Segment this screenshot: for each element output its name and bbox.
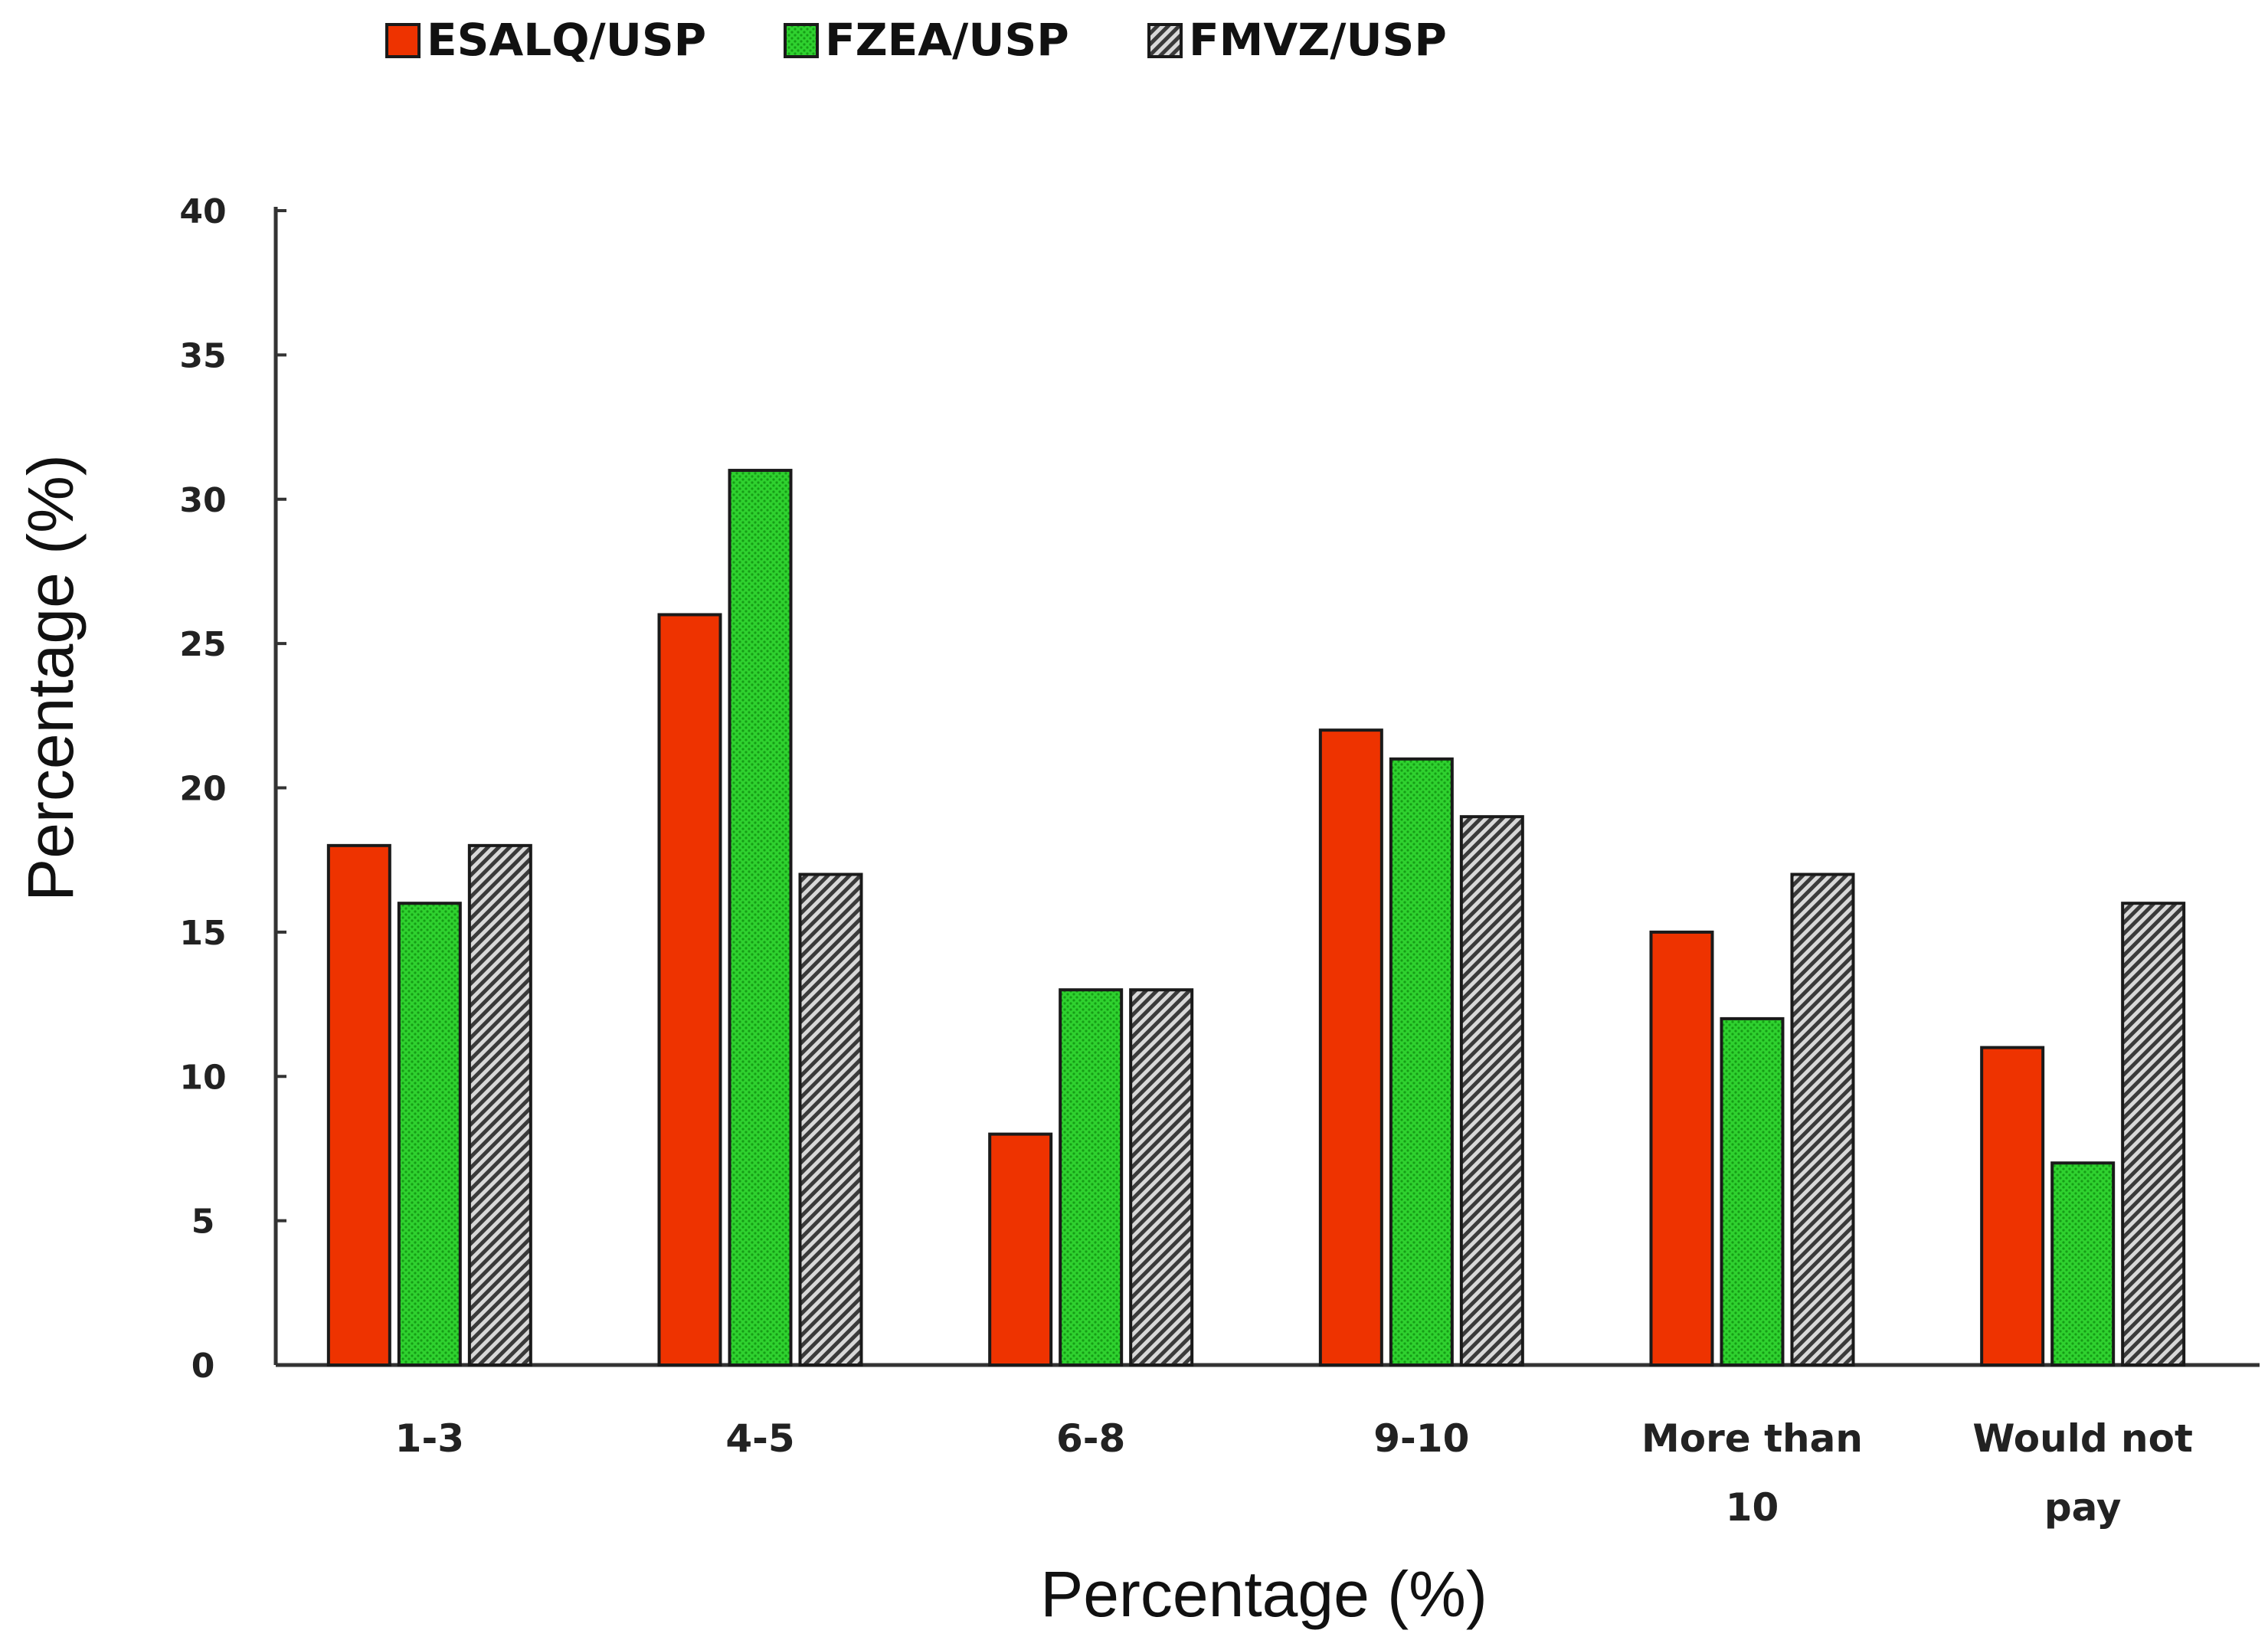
legend-label: FMVZ/USP — [1189, 14, 1447, 66]
bar-fmvz-usp-1 — [798, 872, 863, 1367]
y-tick-label: 0 — [191, 1347, 215, 1386]
x-tick-label: 6-8 — [1056, 1416, 1125, 1461]
bar-esalq-usp-0 — [326, 843, 391, 1367]
bar-fzea-usp-3 — [1389, 757, 1454, 1367]
legend-swatch — [784, 23, 819, 58]
bar-esalq-usp-4 — [1649, 930, 1714, 1367]
bar-fmvz-usp-5 — [2121, 902, 2186, 1367]
bar-fzea-usp-1 — [728, 469, 793, 1367]
y-tick-label: 20 — [179, 770, 226, 809]
bar-esalq-usp-1 — [657, 613, 722, 1367]
bar-esalq-usp-2 — [988, 1132, 1053, 1367]
x-tick-label: Would not — [1972, 1416, 2193, 1461]
legend-label: ESALQ/USP — [427, 14, 706, 66]
y-axis-title: Percentage (%) — [15, 454, 87, 902]
legend-label: FZEA/USP — [825, 14, 1069, 66]
bar-esalq-usp-3 — [1318, 728, 1383, 1367]
legend: ESALQ/USP FZEA/USP FMVZ/USP — [385, 14, 1447, 66]
bar-fmvz-usp-0 — [467, 843, 532, 1367]
x-tick-label: 10 — [1726, 1485, 1779, 1530]
bar-fmvz-usp-2 — [1129, 988, 1194, 1367]
y-tick-label: 40 — [179, 192, 226, 231]
bars — [326, 469, 2186, 1367]
bar-fzea-usp-2 — [1059, 988, 1124, 1367]
bar-fzea-usp-5 — [2050, 1161, 2116, 1367]
legend-swatch — [385, 23, 421, 58]
axes — [273, 207, 2260, 1367]
bar-fzea-usp-0 — [397, 902, 462, 1367]
x-axis-title: Percentage (%) — [1040, 1558, 1487, 1630]
y-tick-label: 15 — [179, 914, 226, 953]
y-tick-label: 30 — [179, 481, 226, 520]
y-tick-label: 5 — [191, 1203, 215, 1242]
x-tick-label: pay — [2044, 1485, 2122, 1530]
x-tick-label: More than — [1641, 1416, 1863, 1461]
labels: 0 5 10 15 20 25 30 35 40 1-3 4-5 6-8 9-10 More than 10… — [15, 192, 2193, 1630]
y-tick-label: 35 — [179, 336, 226, 375]
x-tick-label: 4-5 — [725, 1416, 794, 1461]
x-tick-label: 9-10 — [1373, 1416, 1469, 1461]
legend-swatch — [1147, 23, 1183, 58]
bar-esalq-usp-5 — [1980, 1046, 2045, 1367]
bar-fmvz-usp-4 — [1790, 872, 1855, 1367]
bar-fzea-usp-4 — [1720, 1016, 1785, 1367]
y-tick-label: 25 — [179, 625, 226, 664]
bar-fmvz-usp-3 — [1459, 815, 1524, 1367]
x-tick-label: 1-3 — [395, 1416, 464, 1461]
y-tick-label: 10 — [179, 1058, 226, 1097]
